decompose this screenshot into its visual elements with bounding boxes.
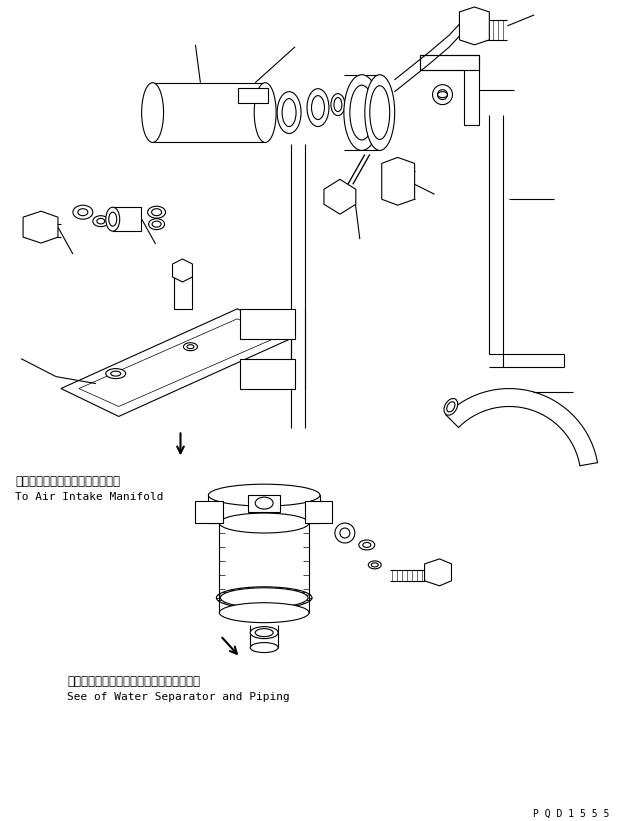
Bar (173, 277, 192, 309)
Ellipse shape (370, 85, 390, 140)
Ellipse shape (365, 75, 395, 150)
Text: P Q D 1 5 5 5: P Q D 1 5 5 5 (532, 809, 609, 819)
Text: See of Water Separator and Piping: See of Water Separator and Piping (67, 692, 290, 703)
Polygon shape (195, 501, 223, 523)
Ellipse shape (148, 206, 165, 218)
Ellipse shape (152, 209, 162, 216)
Ellipse shape (106, 207, 120, 232)
Ellipse shape (220, 513, 309, 533)
Ellipse shape (109, 212, 117, 226)
Ellipse shape (334, 98, 342, 112)
Ellipse shape (110, 371, 120, 376)
Text: エアーインテークマニホールドヘ: エアーインテークマニホールドヘ (15, 475, 120, 488)
Ellipse shape (187, 345, 194, 349)
Ellipse shape (142, 83, 163, 143)
Ellipse shape (277, 92, 301, 134)
Polygon shape (240, 309, 295, 339)
Ellipse shape (363, 543, 371, 548)
Ellipse shape (73, 205, 93, 219)
Polygon shape (238, 88, 268, 103)
Polygon shape (248, 495, 280, 512)
Ellipse shape (97, 218, 105, 224)
Polygon shape (240, 359, 295, 388)
Polygon shape (324, 179, 356, 214)
Ellipse shape (250, 643, 278, 653)
Ellipse shape (183, 342, 197, 351)
Ellipse shape (149, 218, 165, 230)
Text: To Air Intake Manifold: To Air Intake Manifold (15, 492, 163, 502)
Ellipse shape (359, 540, 375, 550)
Ellipse shape (371, 563, 378, 566)
Polygon shape (382, 158, 414, 205)
Ellipse shape (331, 94, 345, 116)
Polygon shape (424, 559, 452, 586)
Ellipse shape (344, 75, 380, 150)
Polygon shape (459, 7, 489, 45)
Polygon shape (23, 211, 58, 243)
Ellipse shape (208, 484, 320, 506)
Ellipse shape (282, 99, 296, 126)
Polygon shape (172, 259, 192, 282)
Ellipse shape (220, 603, 309, 622)
Ellipse shape (254, 83, 276, 143)
Ellipse shape (447, 401, 455, 412)
Ellipse shape (106, 369, 125, 378)
Ellipse shape (78, 209, 88, 216)
Ellipse shape (307, 89, 329, 126)
Polygon shape (61, 309, 295, 416)
Ellipse shape (255, 629, 273, 636)
Ellipse shape (255, 498, 273, 509)
Ellipse shape (368, 561, 381, 569)
Polygon shape (113, 207, 140, 232)
Ellipse shape (444, 398, 457, 415)
Ellipse shape (350, 85, 374, 140)
Ellipse shape (250, 626, 278, 639)
Ellipse shape (152, 221, 161, 227)
Polygon shape (305, 501, 332, 523)
Ellipse shape (93, 216, 109, 227)
Polygon shape (153, 83, 265, 143)
Polygon shape (208, 495, 320, 523)
Ellipse shape (220, 588, 308, 608)
Text: ウォータセパレータおよびパイピング参照: ウォータセパレータおよびパイピング参照 (67, 676, 200, 689)
Ellipse shape (311, 95, 324, 120)
